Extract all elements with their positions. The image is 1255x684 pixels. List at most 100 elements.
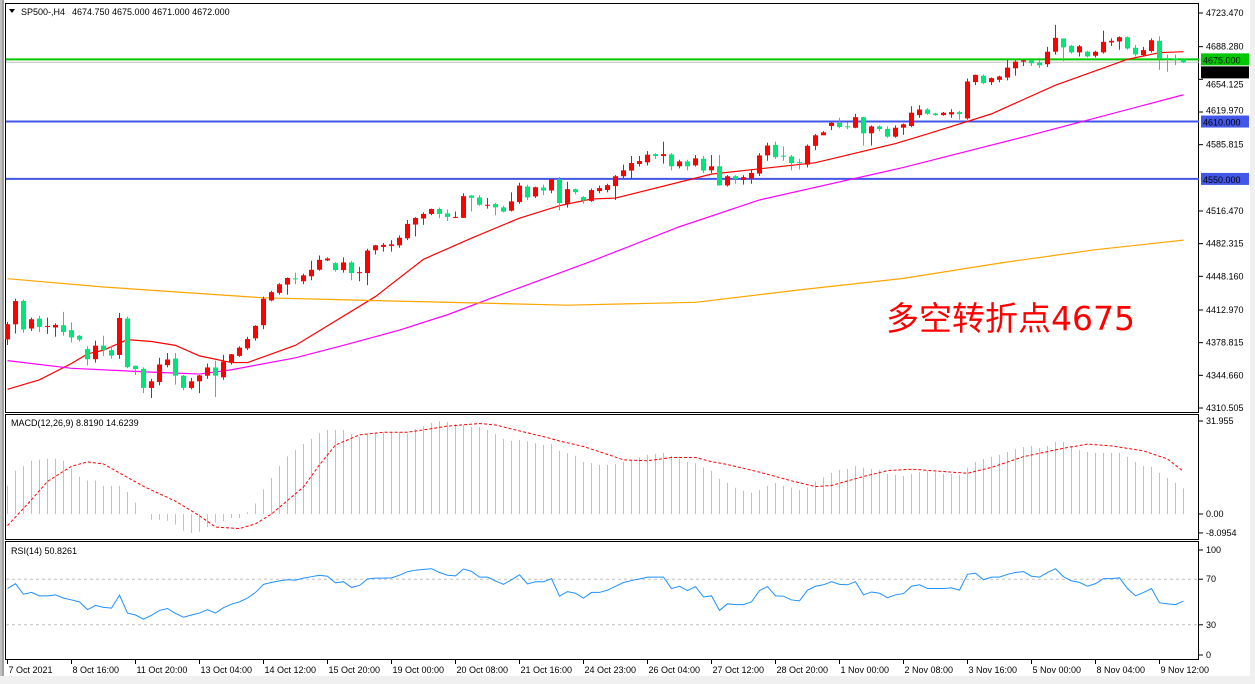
rsi-title: RSI(14) 50.8261 <box>11 546 77 556</box>
candle <box>1029 59 1034 67</box>
candle-body <box>517 185 522 203</box>
candle <box>941 111 946 116</box>
candle <box>365 248 370 286</box>
price-level-label: 4610.000 <box>1203 118 1241 128</box>
candle <box>869 125 874 146</box>
price-axis-label: 4619.970 <box>1206 106 1244 116</box>
candle <box>277 283 282 295</box>
macd-panel[interactable] <box>5 414 1199 540</box>
candle <box>389 240 394 252</box>
price-level-label: 4672.000 <box>1203 68 1241 78</box>
candle <box>1173 54 1178 66</box>
candle-body <box>1037 62 1042 66</box>
candle <box>45 317 50 334</box>
candle <box>517 182 522 204</box>
main-panel[interactable] <box>5 3 1199 413</box>
candle-body <box>813 135 818 146</box>
candle <box>733 175 738 184</box>
candle-body <box>1117 37 1122 42</box>
candle <box>1093 50 1098 58</box>
time-axis-label: 9 Nov 12:00 <box>1161 665 1210 675</box>
candle-body <box>85 348 90 360</box>
candle <box>893 125 898 138</box>
candle <box>981 74 986 85</box>
candle <box>421 212 426 225</box>
candle-body <box>845 126 850 128</box>
candle-body <box>981 75 986 84</box>
candle-body <box>477 197 482 205</box>
candle <box>325 257 330 262</box>
candle-body <box>1165 58 1170 60</box>
candle-body <box>101 345 106 351</box>
candle <box>1061 38 1066 62</box>
candle-body <box>893 127 898 137</box>
candle <box>685 159 690 171</box>
candle-body <box>181 375 186 388</box>
candle <box>861 116 866 146</box>
candle-body <box>805 145 810 165</box>
candle <box>61 311 66 336</box>
candle <box>261 296 266 330</box>
candle-body <box>1173 58 1178 60</box>
candle <box>437 207 442 219</box>
candle <box>461 193 466 219</box>
candle-body <box>189 381 194 388</box>
candle-body <box>1181 59 1186 63</box>
candle-body <box>909 112 914 127</box>
candle <box>709 155 714 174</box>
moving-average-line <box>7 239 1184 306</box>
candle <box>165 353 170 368</box>
candle-body <box>1149 40 1154 52</box>
candle <box>413 217 418 237</box>
time-axis-label: 13 Oct 04:00 <box>201 665 253 675</box>
time-axis-label: 8 Oct 16:00 <box>73 665 120 675</box>
candle <box>813 133 818 151</box>
candle <box>549 178 554 194</box>
candle <box>493 202 498 216</box>
macd-axis-label: 0.00 <box>1206 509 1224 519</box>
price-axis-label: 4688.280 <box>1206 42 1244 52</box>
triangle-down-icon[interactable] <box>9 9 15 13</box>
candle <box>109 345 114 359</box>
candle-body <box>261 298 266 326</box>
candle <box>477 195 482 206</box>
candle <box>1181 59 1186 64</box>
price-axis-label: 4482.315 <box>1206 239 1244 249</box>
candle <box>93 340 98 363</box>
candle <box>605 183 610 193</box>
candle <box>349 261 354 281</box>
candle <box>469 195 474 212</box>
ohlc-readout: 4674.750 4675.000 4671.000 4672.000 <box>72 7 230 17</box>
candle <box>133 365 138 376</box>
candle <box>637 155 642 167</box>
candle-body <box>461 196 466 218</box>
candle <box>613 175 618 200</box>
candle-body <box>973 74 978 83</box>
candle <box>149 378 154 398</box>
candle <box>909 106 914 128</box>
candle-body <box>1069 45 1074 53</box>
candle <box>901 123 906 135</box>
price-axis-label: 4344.660 <box>1206 370 1244 380</box>
candle <box>885 126 890 138</box>
candle <box>245 336 250 351</box>
candle-body <box>389 244 394 246</box>
candle <box>589 188 594 202</box>
candle <box>989 77 994 86</box>
candle <box>429 208 434 216</box>
candle <box>973 74 978 86</box>
candle <box>229 353 234 365</box>
candle <box>757 153 762 177</box>
macd-signal-line <box>7 422 1184 530</box>
rsi-panel[interactable] <box>5 541 1199 660</box>
candle-body <box>613 176 618 187</box>
candle-body <box>149 381 154 388</box>
candle-body <box>685 161 690 167</box>
candle-body <box>5 324 10 340</box>
candle-body <box>77 335 82 340</box>
price-axis-label: 4585.815 <box>1206 140 1244 150</box>
candle <box>69 322 74 343</box>
price-level-label: 4675.000 <box>1203 55 1241 65</box>
rsi-axis-label: 0 <box>1206 650 1211 660</box>
